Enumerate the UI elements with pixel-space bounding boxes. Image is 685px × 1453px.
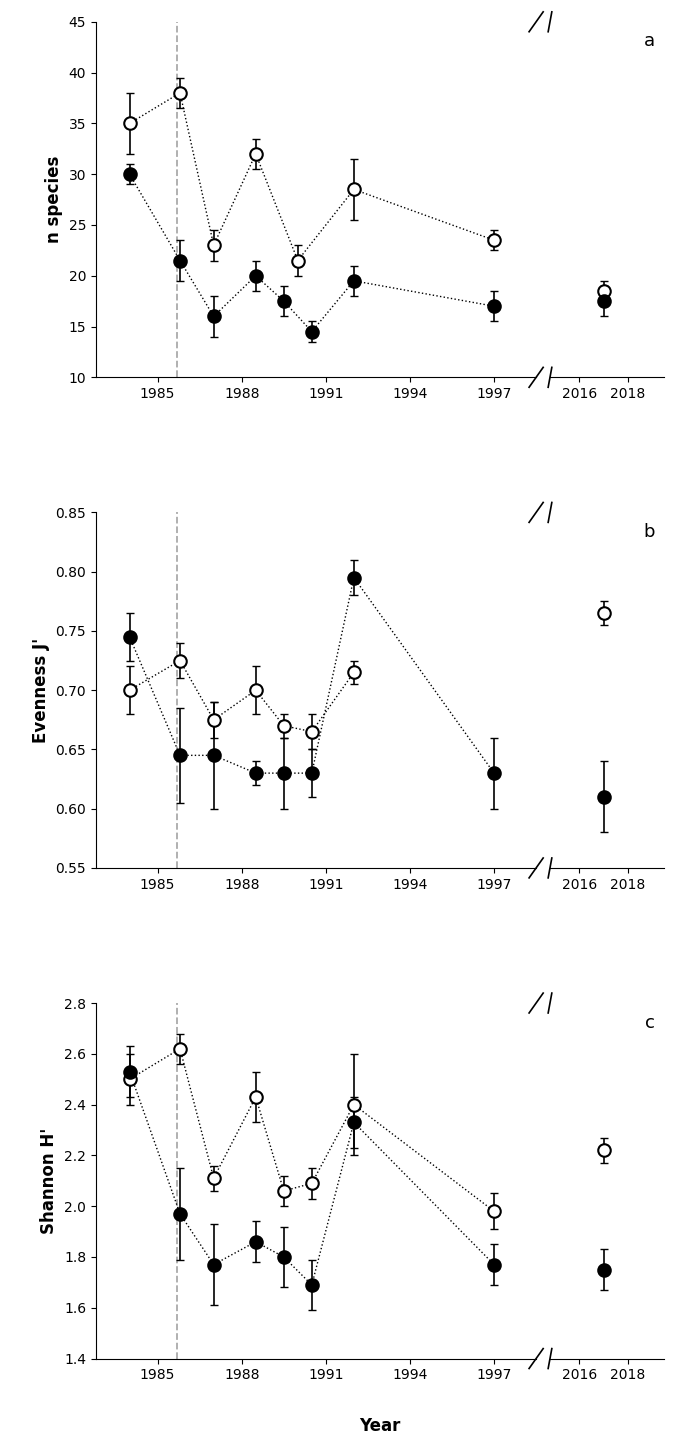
Text: b: b (644, 523, 656, 541)
Y-axis label: n species: n species (45, 155, 63, 243)
Y-axis label: Evenness J': Evenness J' (32, 638, 50, 742)
Text: Year: Year (360, 1417, 401, 1436)
Y-axis label: Shannon H': Shannon H' (40, 1128, 58, 1234)
Text: a: a (644, 32, 656, 51)
Text: c: c (645, 1014, 656, 1032)
